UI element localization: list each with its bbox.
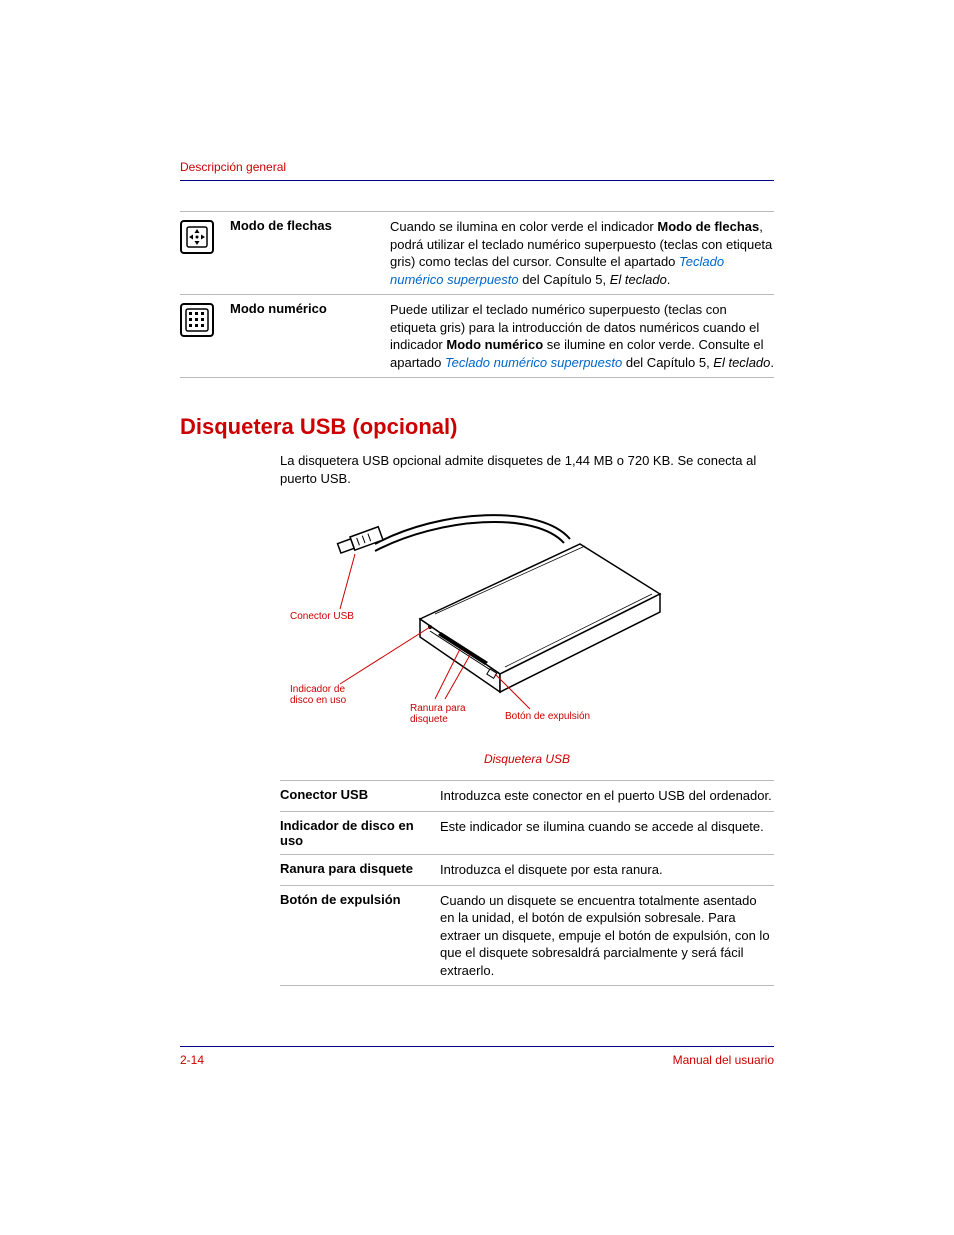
part-term: Conector USB <box>280 787 440 802</box>
part-term: Indicador de disco en uso <box>280 818 440 848</box>
table-row: Ranura para disquete Introduzca el disqu… <box>280 855 774 886</box>
part-term: Ranura para disquete <box>280 861 440 876</box>
callout-slot-l2: disquete <box>410 714 448 725</box>
part-description: Introduzca el disquete por esta ranura. <box>440 861 774 879</box>
table-row: Modo numérico Puede utilizar el teclado … <box>180 295 774 378</box>
callout-usb-connector: Conector USB <box>290 611 354 622</box>
numpad-icon <box>180 301 230 342</box>
part-term: Botón de expulsión <box>280 892 440 907</box>
table-row: Botón de expulsión Cuando un disquete se… <box>280 886 774 987</box>
callout-slot-l1: Ranura para <box>410 703 466 714</box>
overlay-keyboard-link[interactable]: Teclado numérico superpuesto <box>445 355 622 370</box>
parts-table: Conector USB Introduzca este conector en… <box>280 780 774 986</box>
usb-floppy-figure: Conector USB Indicador de disco en uso R… <box>280 499 700 744</box>
mode-term: Modo de flechas <box>230 218 390 233</box>
figure-caption: Disquetera USB <box>280 752 774 766</box>
modes-table: Modo de flechas Cuando se ilumina en col… <box>180 211 774 378</box>
mode-term: Modo numérico <box>230 301 390 316</box>
table-row: Conector USB Introduzca este conector en… <box>280 780 774 812</box>
arrows-icon <box>180 218 230 259</box>
mode-description: Cuando se ilumina en color verde el indi… <box>390 218 774 288</box>
page-number: 2-14 <box>180 1053 204 1067</box>
part-description: Cuando un disquete se encuentra totalmen… <box>440 892 774 980</box>
header-section-title: Descripción general <box>180 160 774 181</box>
callout-disk-indicator-l2: disco en uso <box>290 695 347 706</box>
section-heading: Disquetera USB (opcional) <box>180 414 774 440</box>
section-intro: La disquetera USB opcional admite disque… <box>280 452 774 487</box>
table-row: Indicador de disco en uso Este indicador… <box>280 812 774 855</box>
part-description: Este indicador se ilumina cuando se acce… <box>440 818 774 836</box>
callout-disk-indicator-l1: Indicador de <box>290 684 345 695</box>
table-row: Modo de flechas Cuando se ilumina en col… <box>180 211 774 295</box>
mode-description: Puede utilizar el teclado numérico super… <box>390 301 774 371</box>
page-footer: 2-14 Manual del usuario <box>180 1046 774 1067</box>
callout-eject: Botón de expulsión <box>505 711 590 722</box>
footer-title: Manual del usuario <box>673 1053 774 1067</box>
page: Descripción general Modo de flechas Cuan… <box>0 0 954 1147</box>
part-description: Introduzca este conector en el puerto US… <box>440 787 774 805</box>
